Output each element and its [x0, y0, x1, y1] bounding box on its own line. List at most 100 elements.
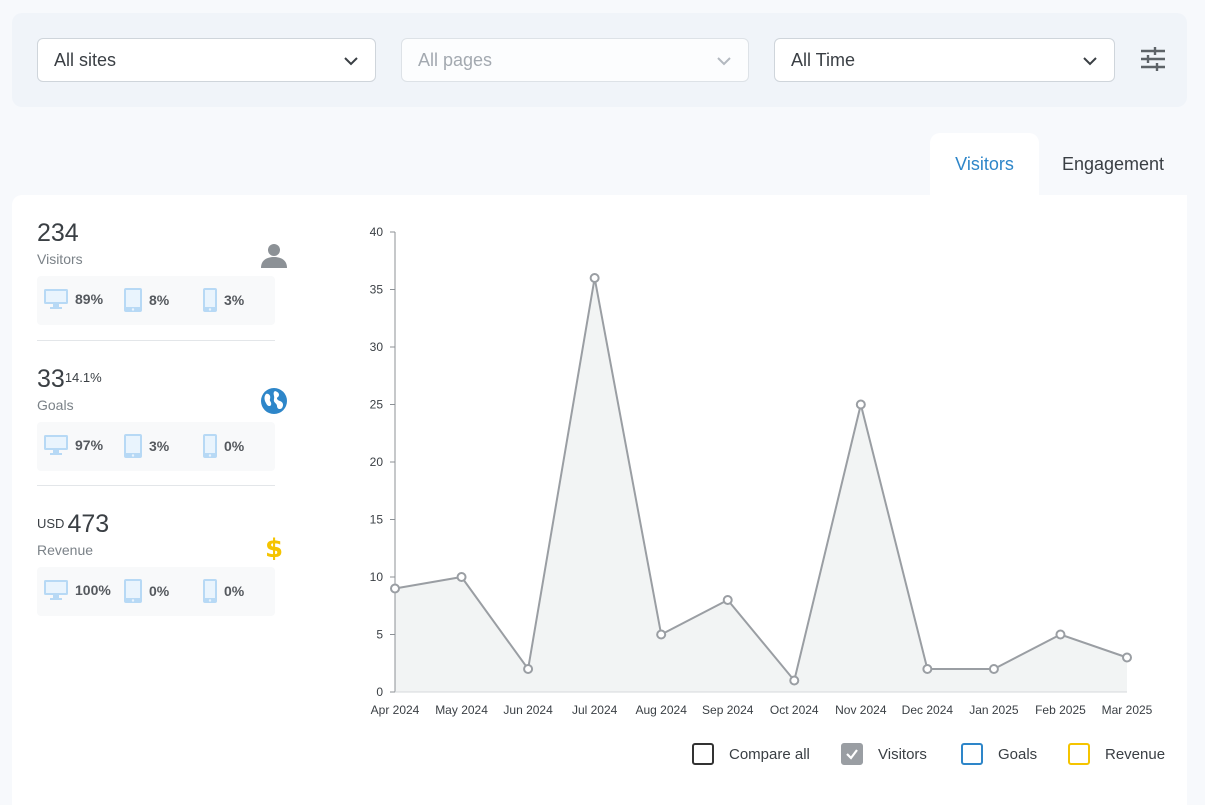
globe-icon — [261, 388, 287, 414]
tablet-share: 8% — [123, 287, 169, 313]
y-tick-label: 15 — [370, 513, 384, 527]
currency-prefix: USD — [37, 516, 65, 531]
x-tick-label: Jun 2024 — [503, 703, 553, 717]
divider — [37, 340, 275, 341]
data-point — [589, 273, 600, 283]
legend-visitors[interactable]: Visitors — [841, 743, 927, 765]
device-breakdown: 89% 8% 3% — [37, 276, 275, 325]
desktop-share: 100% — [43, 578, 111, 602]
mobile-icon — [203, 434, 217, 458]
data-point — [1122, 652, 1132, 663]
device-breakdown: 97% 3% 0% — [37, 422, 275, 471]
x-tick-label: Jul 2024 — [572, 703, 618, 717]
y-tick-label: 25 — [370, 398, 384, 412]
tablet-share: 3% — [123, 433, 169, 459]
x-tick-label: Nov 2024 — [835, 703, 887, 717]
mobile-share: 0% — [202, 578, 244, 604]
mobile-icon — [203, 288, 217, 312]
y-tick-label: 5 — [376, 628, 383, 642]
data-point — [523, 664, 534, 674]
check-icon — [846, 749, 858, 760]
legend-goals[interactable]: Goals — [961, 743, 1037, 765]
user-icon — [261, 244, 287, 268]
site-select[interactable]: All sites — [37, 38, 376, 82]
revenue-checkbox[interactable] — [1068, 743, 1090, 765]
chevron-down-icon — [1083, 57, 1097, 66]
x-tick-label: Mar 2025 — [1102, 703, 1153, 717]
page-select[interactable]: All pages — [401, 38, 749, 82]
time-range-value: All Time — [791, 49, 856, 70]
desktop-icon — [44, 289, 68, 309]
filter-bar: All sites All pages All Time — [12, 13, 1187, 107]
goals-checkbox[interactable] — [961, 743, 983, 765]
metric-goals: 3314.1% Goals 97% 3% 0% — [37, 365, 287, 471]
tablet-share: 0% — [123, 578, 169, 604]
x-tick-label: Sep 2024 — [702, 703, 754, 717]
legend-revenue[interactable]: Revenue — [1068, 743, 1165, 765]
sliders-icon[interactable] — [1140, 46, 1166, 72]
chevron-down-icon — [717, 57, 731, 66]
metric-value: USD 473 — [37, 510, 110, 538]
legend-compare-all[interactable]: Compare all — [692, 743, 810, 765]
x-tick-label: Aug 2024 — [635, 703, 687, 717]
data-point — [922, 664, 933, 674]
y-tick-label: 30 — [370, 340, 384, 354]
legend-label: Revenue — [1105, 745, 1166, 763]
x-tick-label: Apr 2024 — [371, 703, 420, 717]
data-point — [390, 583, 400, 594]
y-tick-label: 40 — [370, 225, 384, 239]
desktop-share: 89% — [43, 287, 103, 311]
data-point — [988, 664, 999, 674]
tablet-icon — [124, 288, 142, 312]
data-point — [656, 629, 667, 640]
dollar-icon: $ — [265, 534, 283, 560]
tab-engagement[interactable]: Engagement — [1061, 153, 1165, 174]
x-tick-label: Jan 2025 — [969, 703, 1019, 717]
device-breakdown: 100% 0% 0% — [37, 567, 275, 616]
mobile-icon — [203, 579, 217, 603]
metric-label: Revenue — [37, 542, 94, 558]
y-tick-label: 10 — [370, 570, 384, 584]
metric-value: 234 — [37, 219, 79, 247]
tablet-icon — [124, 434, 142, 458]
data-point — [855, 399, 866, 410]
x-tick-label: Oct 2024 — [770, 703, 819, 717]
site-select-value: All sites — [54, 49, 117, 70]
time-range-select[interactable]: All Time — [774, 38, 1115, 82]
mobile-share: 3% — [202, 287, 244, 313]
metric-label: Goals — [37, 397, 74, 413]
y-tick-label: 20 — [370, 455, 384, 469]
data-point — [1055, 629, 1066, 640]
visitors-chart: 0 5 10 15 20 25 30 35 40 Apr 2024 May 2024 Jun 2024… — [370, 225, 1153, 717]
compare-all-checkbox[interactable] — [692, 743, 714, 765]
data-point — [456, 572, 467, 582]
data-point — [789, 675, 800, 686]
x-tick-label: Feb 2025 — [1035, 703, 1086, 717]
metric-value: 3314.1% — [37, 365, 102, 393]
series-line-visitors — [394, 277, 1128, 683]
analytics-card: 234 Visitors 89% 8% 3% 3314.1% Goals — [12, 195, 1187, 805]
x-tick-label: May 2024 — [435, 703, 488, 717]
data-point — [722, 595, 733, 605]
page-select-value: All pages — [418, 49, 493, 70]
x-tick-label: Dec 2024 — [902, 703, 954, 717]
legend-label: Compare all — [729, 745, 810, 763]
goals-rate: 14.1% — [64, 370, 102, 385]
desktop-share: 97% — [43, 433, 103, 457]
metric-visitors: 234 Visitors 89% 8% 3% — [37, 219, 287, 325]
tablet-icon — [124, 579, 142, 603]
metric-label: Visitors — [37, 251, 83, 267]
chevron-down-icon — [344, 57, 358, 66]
y-tick-label: 0 — [376, 685, 383, 699]
metric-revenue: USD 473 Revenue $ 100% 0% 0% — [37, 510, 283, 616]
area-fill — [395, 278, 1127, 692]
desktop-icon — [44, 435, 68, 455]
svg-text:$: $ — [265, 534, 283, 560]
divider — [37, 485, 275, 486]
y-tick-label: 35 — [370, 283, 384, 297]
desktop-icon — [44, 580, 68, 600]
legend-label: Goals — [998, 745, 1038, 763]
legend-label: Visitors — [878, 745, 927, 763]
tab-visitors[interactable]: Visitors — [930, 133, 1039, 195]
visitors-checkbox[interactable] — [841, 743, 863, 765]
